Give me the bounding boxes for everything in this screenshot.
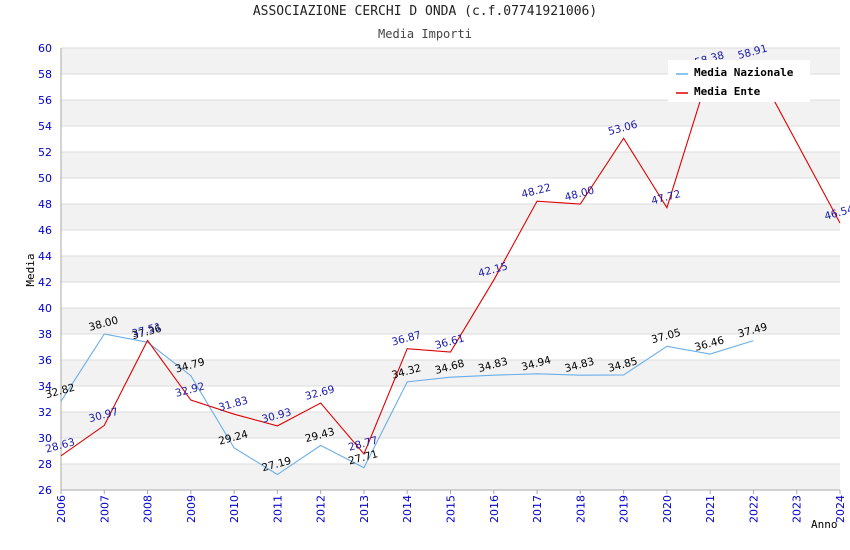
grid-band: [61, 438, 840, 464]
x-tick-label: 2020: [661, 495, 674, 523]
x-tick-label: 2017: [531, 495, 544, 523]
x-tick-label: 2006: [55, 495, 68, 523]
grid-band: [61, 126, 840, 152]
x-tick-label: 2024: [834, 495, 847, 523]
x-tick-label: 2010: [228, 495, 241, 523]
x-tick-label: 2022: [747, 495, 760, 523]
grid-band: [61, 256, 840, 282]
y-tick-label: 42: [38, 276, 52, 289]
grid-band: [61, 178, 840, 204]
y-tick-label: 40: [38, 302, 52, 315]
x-tick-label: 2011: [271, 495, 284, 523]
grid-band: [61, 282, 840, 308]
series-line-media-nazionale: [60, 333, 754, 476]
y-tick-label: 32: [38, 406, 52, 419]
y-tick-label: 54: [38, 120, 52, 133]
grid-band: [61, 100, 840, 126]
y-tick-label: 48: [38, 198, 52, 211]
y-tick-label: 52: [38, 146, 52, 159]
y-tick-label: 36: [38, 354, 52, 367]
x-tick-label: 2016: [488, 495, 501, 523]
y-tick-label: 30: [38, 432, 52, 445]
chart-subtitle: Media Importi: [378, 27, 472, 41]
x-tick-label: 2007: [98, 495, 111, 523]
grid-band: [61, 308, 840, 334]
x-tick-label: 2012: [315, 495, 328, 523]
y-tick-label: 58: [38, 68, 52, 81]
x-tick-label: 2015: [445, 495, 458, 523]
x-tick-label: 2013: [358, 495, 371, 523]
y-tick-label: 38: [38, 328, 52, 341]
grid-band: [61, 204, 840, 230]
y-tick-label: 34: [38, 380, 52, 393]
x-tick-label: 2009: [185, 495, 198, 523]
x-tick-label: 2019: [618, 495, 631, 523]
x-tick-label: 2023: [791, 495, 804, 523]
y-tick-label: 60: [38, 42, 52, 55]
y-tick-label: 50: [38, 172, 52, 185]
y-tick-label: 46: [38, 224, 52, 237]
grid-band: [61, 412, 840, 438]
y-tick-label: 28: [38, 458, 52, 471]
legend-box: [668, 60, 810, 102]
y-tick-label: 26: [38, 484, 52, 497]
legend-label: Media Nazionale: [694, 66, 794, 79]
x-tick-label: 2018: [574, 495, 587, 523]
grid-band: [61, 230, 840, 256]
y-tick-label: 44: [38, 250, 52, 263]
x-tick-label: 2008: [142, 495, 155, 523]
x-axis-label: Anno: [811, 518, 838, 531]
grid-band: [61, 152, 840, 178]
series-line-media-ente: [60, 61, 841, 457]
grid-band: [61, 464, 840, 490]
y-axis-label: Media: [24, 253, 37, 286]
chart-title: ASSOCIAZIONE CERCHI D ONDA (c.f.07741921…: [252, 4, 598, 19]
x-tick-label: 2021: [704, 495, 717, 523]
legend-label: Media Ente: [694, 85, 761, 98]
grid-band: [61, 360, 840, 386]
y-tick-label: 56: [38, 94, 52, 107]
grid-band: [61, 334, 840, 360]
grid-band: [61, 386, 840, 412]
x-tick-label: 2014: [401, 495, 414, 523]
